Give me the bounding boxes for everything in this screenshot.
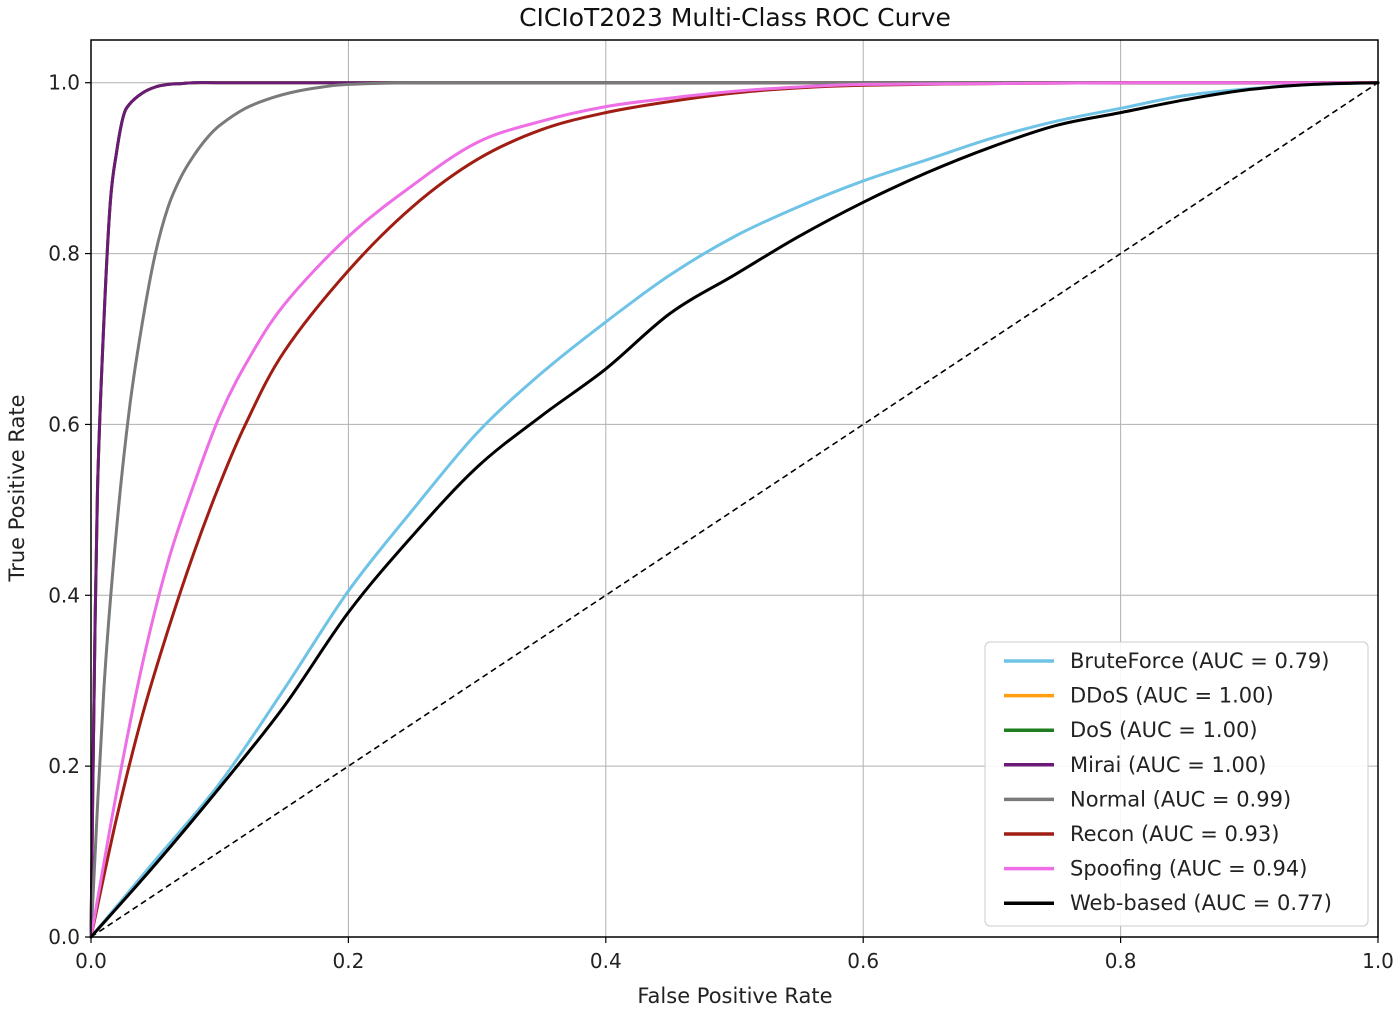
legend-label-normal: Normal (AUC = 0.99)	[1070, 787, 1291, 811]
chance-line-group	[90, 82, 1379, 938]
legend-label-spoofing: Spoofing (AUC = 0.94)	[1070, 857, 1307, 881]
y-tick-label: 0.2	[48, 754, 80, 778]
x-tick-label: 1.0	[1362, 949, 1394, 973]
legend-label-web-based: Web-based (AUC = 0.77)	[1070, 891, 1332, 915]
series-line-web-based	[89, 81, 1380, 939]
series-group	[89, 81, 1380, 939]
series-line-spoofing	[89, 81, 1380, 939]
y-tick-label: 0.8	[48, 242, 80, 266]
y-tick-label: 0.4	[48, 583, 80, 607]
x-axis-ticks: 0.0 0.2 0.4 0.6 0.8 1.0	[75, 937, 1394, 973]
legend-label-bruteforce: BruteForce (AUC = 0.79)	[1070, 649, 1330, 673]
plot-frame	[90, 39, 1379, 938]
legend-label-recon: Recon (AUC = 0.93)	[1070, 822, 1279, 846]
y-axis-label: True Positive Rate	[5, 394, 29, 582]
x-tick-label: 0.0	[75, 949, 107, 973]
x-tick-label: 0.2	[332, 949, 364, 973]
legend-label-dos: DoS (AUC = 1.00)	[1070, 718, 1258, 742]
x-tick-label: 0.6	[847, 949, 879, 973]
y-axis-ticks: 0.0 0.2 0.4 0.6 0.8 1.0	[48, 71, 91, 949]
legend-label-mirai: Mirai (AUC = 1.00)	[1070, 753, 1266, 777]
x-axis-label: False Positive Rate	[637, 984, 832, 1008]
legend-box	[984, 641, 1369, 927]
y-tick-label: 1.0	[48, 71, 80, 95]
legend-label-ddos: DDoS (AUC = 1.00)	[1070, 684, 1274, 708]
chart-title: CICIoT2023 Multi-Class ROC Curve	[519, 3, 951, 32]
y-tick-label: 0.0	[48, 925, 80, 949]
legend: BruteForce (AUC = 0.79) DDoS (AUC = 1.00)…	[984, 641, 1369, 927]
y-tick-label: 0.6	[48, 412, 80, 436]
series-line-normal	[89, 81, 1380, 939]
chance-line	[90, 82, 1379, 938]
x-tick-label: 0.4	[590, 949, 622, 973]
series-line-bruteforce	[89, 81, 1380, 939]
x-tick-label: 0.8	[1105, 949, 1137, 973]
